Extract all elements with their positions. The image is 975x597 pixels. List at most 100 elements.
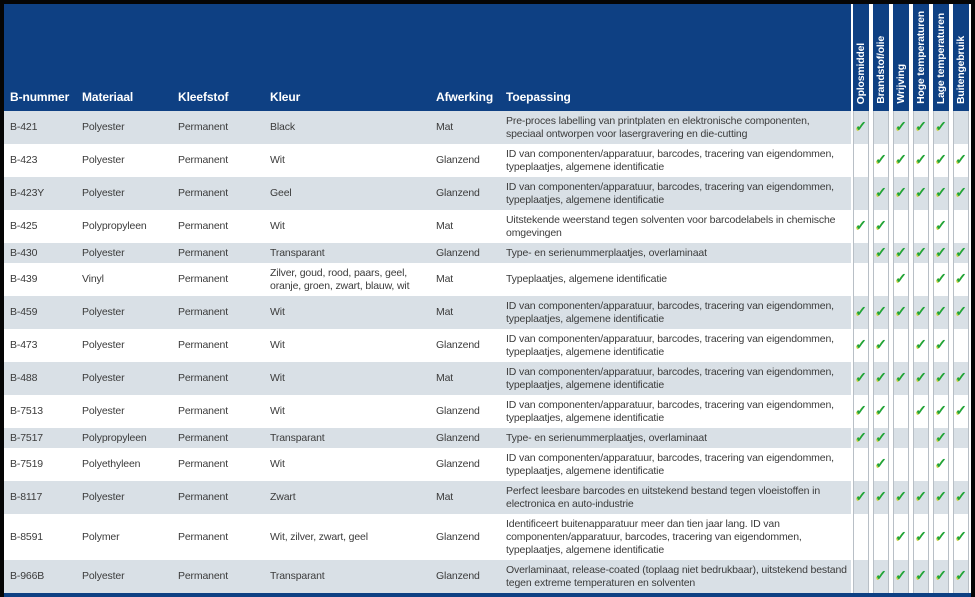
check-icon: ✓ [915, 151, 927, 167]
check-cell-empty [851, 177, 871, 210]
check-cell-checked: ✓ [931, 329, 951, 362]
cell-kleur: Wit [264, 448, 430, 481]
cell-afwerking: Glanzend [430, 177, 500, 210]
cell-kleur: Black [264, 111, 430, 144]
check-cell-empty [951, 111, 971, 144]
check-icon: ✓ [935, 336, 947, 352]
cell-toepassing: Uitstekende weerstand tegen solventen vo… [500, 210, 851, 243]
check-icon: ✓ [915, 184, 927, 200]
check-cell-checked: ✓ [911, 329, 931, 362]
check-icon: ✓ [855, 369, 867, 385]
check-cell-checked: ✓ [851, 481, 871, 514]
check-icon: ✓ [855, 217, 867, 233]
cell-kleefstof: Permanent [172, 263, 264, 296]
check-cell-empty [951, 210, 971, 243]
rotated-header-label: Hoge temperaturen [915, 11, 927, 104]
check-cell-checked: ✓ [911, 560, 931, 593]
table-row: B-423Y Polyester Permanent Geel Glanzend ID v… [4, 177, 971, 210]
check-icon: ✓ [955, 270, 967, 286]
check-icon: ✓ [875, 151, 887, 167]
check-icon: ✓ [935, 369, 947, 385]
cell-b-nummer: B-8117 [4, 481, 76, 514]
check-icon: ✓ [855, 303, 867, 319]
cell-kleefstof: Permanent [172, 448, 264, 481]
check-cell-checked: ✓ [911, 481, 931, 514]
check-icon: ✓ [955, 567, 967, 583]
check-cell-checked: ✓ [911, 243, 931, 263]
check-icon: ✓ [955, 369, 967, 385]
check-cell-checked: ✓ [931, 263, 951, 296]
table-row: B-8117 Polyester Permanent Zwart Mat Perfect … [4, 481, 971, 514]
cell-toepassing: ID van componenten/apparatuur, barcodes,… [500, 362, 851, 395]
check-cell-checked: ✓ [871, 362, 891, 395]
check-icon: ✓ [895, 488, 907, 504]
cell-afwerking: Glanzend [430, 514, 500, 560]
check-icon: ✓ [855, 118, 867, 134]
rotated-header-label: Brandstof/olie [875, 36, 887, 104]
cell-kleur: Transparant [264, 243, 430, 263]
check-cell-checked: ✓ [951, 362, 971, 395]
check-icon: ✓ [855, 402, 867, 418]
cell-kleefstof: Permanent [172, 481, 264, 514]
check-icon: ✓ [875, 303, 887, 319]
check-icon: ✓ [935, 455, 947, 471]
cell-toepassing: Pre-proces labelling van printplaten en … [500, 111, 851, 144]
check-icon: ✓ [935, 488, 947, 504]
footer-row [4, 593, 971, 597]
cell-kleur: Transparant [264, 428, 430, 448]
check-cell-empty [851, 560, 871, 593]
cell-kleur: Transparant [264, 560, 430, 593]
cell-materiaal: Polyester [76, 177, 172, 210]
cell-kleefstof: Permanent [172, 560, 264, 593]
check-icon: ✓ [955, 151, 967, 167]
check-cell-checked: ✓ [931, 362, 951, 395]
col-header-wrijving: Wrijving [891, 4, 911, 111]
table-body: B-421 Polyester Permanent Black Mat Pre-proce… [4, 111, 971, 593]
check-icon: ✓ [935, 428, 947, 445]
col-header-oplosmiddel: Oplosmiddel [851, 4, 871, 111]
check-icon: ✓ [955, 488, 967, 504]
check-icon: ✓ [875, 428, 887, 445]
col-header-lage-temperaturen: Lage temperaturen [931, 4, 951, 111]
cell-afwerking: Mat [430, 263, 500, 296]
check-icon: ✓ [935, 527, 947, 544]
col-header-brandstof-olie: Brandstof/olie [871, 4, 891, 111]
check-icon: ✓ [955, 402, 967, 418]
bottom-bar [4, 593, 971, 597]
cell-toepassing: ID van componenten/apparatuur, barcodes,… [500, 448, 851, 481]
check-cell-empty [951, 428, 971, 448]
check-icon: ✓ [915, 336, 927, 352]
cell-afwerking: Glanzend [430, 560, 500, 593]
table-row: B-7513 Polyester Permanent Wit Glanzend ID va… [4, 395, 971, 428]
check-icon: ✓ [935, 118, 947, 134]
check-cell-empty [871, 111, 891, 144]
cell-materiaal: Polyester [76, 362, 172, 395]
col-header-hoge-temperaturen: Hoge temperaturen [911, 4, 931, 111]
col-header-kleefstof: Kleefstof [172, 4, 264, 111]
check-cell-checked: ✓ [931, 395, 951, 428]
check-icon: ✓ [875, 455, 887, 471]
cell-afwerking: Mat [430, 111, 500, 144]
cell-afwerking: Glanzend [430, 243, 500, 263]
check-cell-empty [951, 329, 971, 362]
check-cell-checked: ✓ [891, 263, 911, 296]
cell-b-nummer: B-439 [4, 263, 76, 296]
check-cell-checked: ✓ [951, 395, 971, 428]
check-cell-checked: ✓ [931, 144, 951, 177]
check-icon: ✓ [935, 402, 947, 418]
table-row: B-488 Polyester Permanent Wit Mat ID van comp… [4, 362, 971, 395]
check-cell-checked: ✓ [951, 177, 971, 210]
cell-kleefstof: Permanent [172, 362, 264, 395]
check-cell-empty [851, 263, 871, 296]
check-cell-checked: ✓ [951, 296, 971, 329]
cell-b-nummer: B-7519 [4, 448, 76, 481]
check-icon: ✓ [935, 151, 947, 167]
check-cell-checked: ✓ [911, 296, 931, 329]
check-icon: ✓ [875, 567, 887, 583]
cell-kleefstof: Permanent [172, 514, 264, 560]
check-cell-checked: ✓ [851, 428, 871, 448]
check-cell-checked: ✓ [871, 560, 891, 593]
cell-b-nummer: B-488 [4, 362, 76, 395]
check-icon: ✓ [955, 527, 967, 544]
